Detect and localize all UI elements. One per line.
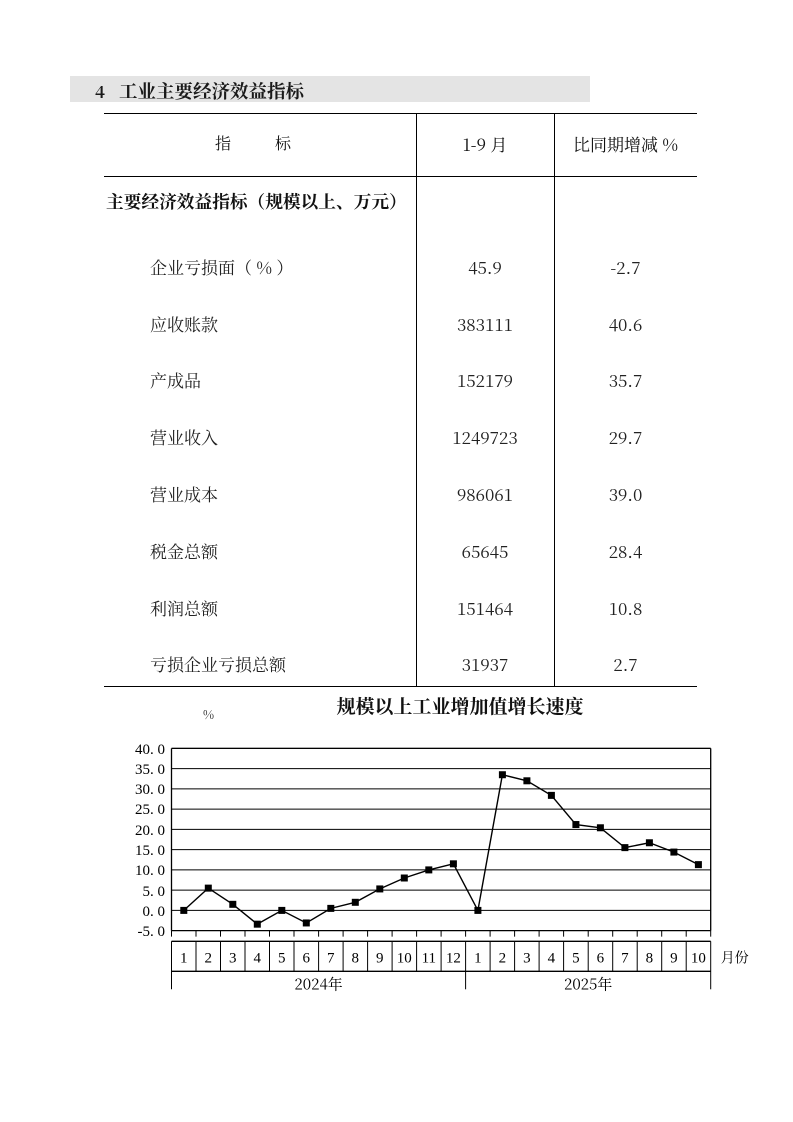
svg-text:1: 1 bbox=[474, 950, 482, 966]
svg-text:3: 3 bbox=[523, 950, 531, 966]
svg-text:6: 6 bbox=[303, 950, 311, 966]
svg-text:9: 9 bbox=[376, 950, 384, 966]
svg-text:25. 0: 25. 0 bbox=[135, 802, 165, 818]
svg-text:2025年: 2025年 bbox=[564, 973, 612, 994]
svg-text:10: 10 bbox=[691, 950, 706, 966]
svg-text:11: 11 bbox=[422, 950, 436, 966]
svg-text:2: 2 bbox=[205, 950, 213, 966]
svg-text:30. 0: 30. 0 bbox=[135, 782, 165, 798]
svg-text:5. 0: 5. 0 bbox=[143, 884, 166, 900]
svg-text:9: 9 bbox=[670, 950, 678, 966]
svg-text:6: 6 bbox=[597, 950, 605, 966]
svg-text:月份: 月份 bbox=[721, 947, 749, 967]
svg-text:8: 8 bbox=[352, 950, 360, 966]
svg-text:10. 0: 10. 0 bbox=[135, 863, 165, 879]
svg-text:7: 7 bbox=[621, 950, 629, 966]
svg-text:8: 8 bbox=[646, 950, 654, 966]
svg-text:15. 0: 15. 0 bbox=[135, 843, 165, 859]
svg-text:5: 5 bbox=[572, 950, 580, 966]
svg-text:4: 4 bbox=[548, 950, 556, 966]
svg-text:5: 5 bbox=[278, 950, 286, 966]
svg-text:3: 3 bbox=[229, 950, 237, 966]
svg-text:35. 0: 35. 0 bbox=[135, 762, 165, 778]
svg-text:20. 0: 20. 0 bbox=[135, 823, 165, 839]
svg-text:2: 2 bbox=[499, 950, 507, 966]
svg-text:12: 12 bbox=[446, 950, 461, 966]
svg-text:10: 10 bbox=[397, 950, 412, 966]
svg-text:4: 4 bbox=[254, 950, 262, 966]
svg-text:7: 7 bbox=[327, 950, 335, 966]
svg-text:2024年: 2024年 bbox=[294, 973, 342, 994]
svg-text:1: 1 bbox=[180, 950, 188, 966]
svg-text:40. 0: 40. 0 bbox=[135, 742, 165, 758]
svg-text:0. 0: 0. 0 bbox=[143, 904, 166, 920]
svg-text:-5. 0: -5. 0 bbox=[138, 924, 166, 940]
